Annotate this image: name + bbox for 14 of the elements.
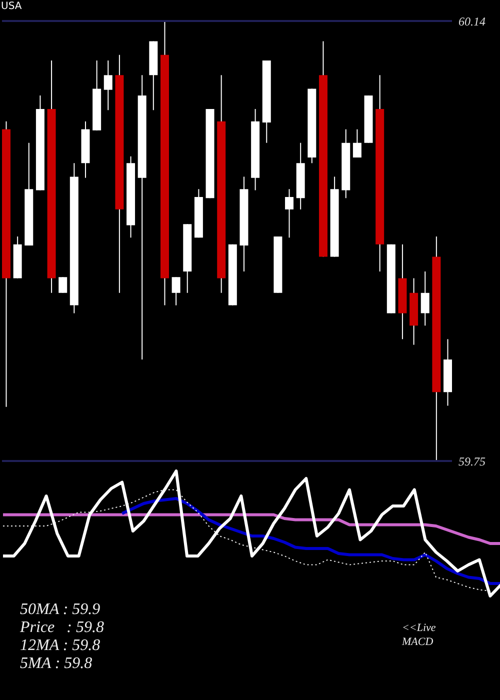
text: 50MA : 59.9 (20, 601, 100, 619)
text: 5MA : 59.8 (20, 655, 92, 673)
candlestick (58, 276, 68, 294)
candlestick (104, 60, 112, 111)
y-tick-label: 59.75 (458, 454, 486, 468)
text: Price : 59.8 (20, 619, 104, 637)
text: <<Live MACD (402, 621, 437, 649)
chart-title: USA (1, 1, 22, 12)
candlestick (285, 188, 294, 238)
y-tick-label: 60.14 (458, 14, 486, 28)
text: 12MA : 59.8 (20, 637, 100, 655)
candlestick (172, 276, 180, 306)
candlestick (420, 270, 430, 326)
candlestick (352, 128, 362, 158)
